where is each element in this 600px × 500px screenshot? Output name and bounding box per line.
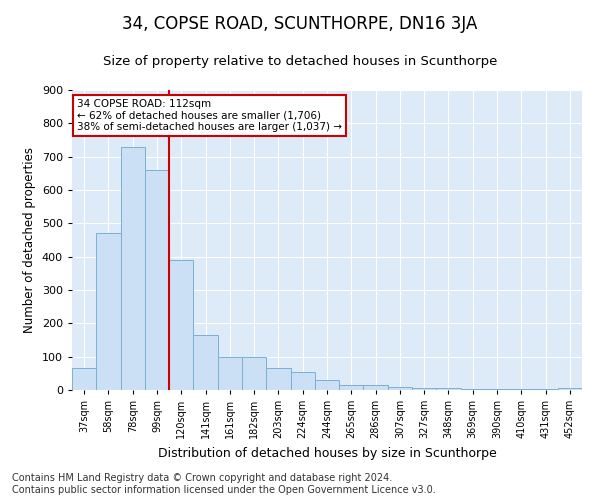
Bar xyxy=(290,372,315,390)
Text: Contains HM Land Registry data © Crown copyright and database right 2024.
Contai: Contains HM Land Registry data © Crown c… xyxy=(12,474,436,495)
Bar xyxy=(461,389,485,390)
Bar xyxy=(96,234,121,390)
X-axis label: Distribution of detached houses by size in Scunthorpe: Distribution of detached houses by size … xyxy=(158,446,496,460)
Text: 34, COPSE ROAD, SCUNTHORPE, DN16 3JA: 34, COPSE ROAD, SCUNTHORPE, DN16 3JA xyxy=(122,15,478,33)
Bar xyxy=(193,335,218,390)
Bar xyxy=(315,380,339,390)
Bar xyxy=(266,368,290,390)
Bar xyxy=(242,356,266,390)
Bar xyxy=(388,386,412,390)
Bar xyxy=(72,368,96,390)
Text: Size of property relative to detached houses in Scunthorpe: Size of property relative to detached ho… xyxy=(103,55,497,68)
Bar xyxy=(169,260,193,390)
Bar xyxy=(339,385,364,390)
Bar xyxy=(412,388,436,390)
Bar xyxy=(436,388,461,390)
Bar xyxy=(218,356,242,390)
Bar xyxy=(558,388,582,390)
Text: 34 COPSE ROAD: 112sqm
← 62% of detached houses are smaller (1,706)
38% of semi-d: 34 COPSE ROAD: 112sqm ← 62% of detached … xyxy=(77,99,342,132)
Bar xyxy=(145,170,169,390)
Bar xyxy=(364,385,388,390)
Bar xyxy=(121,146,145,390)
Y-axis label: Number of detached properties: Number of detached properties xyxy=(23,147,36,333)
